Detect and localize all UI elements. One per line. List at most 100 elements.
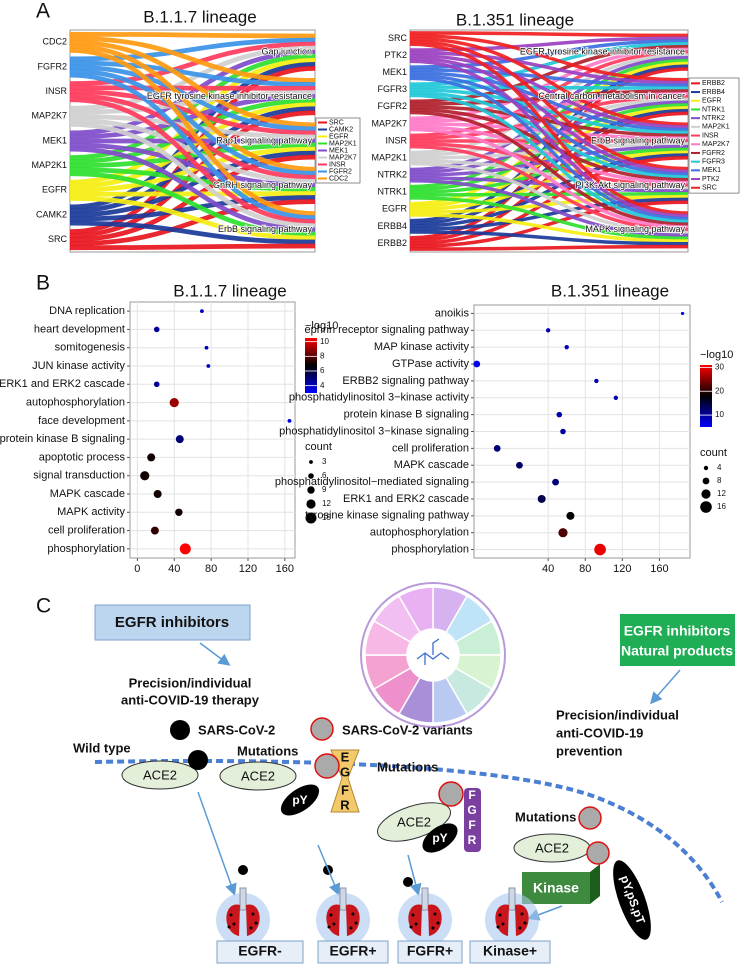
y-tick-label: phosphorylation xyxy=(391,543,469,555)
sankey-link xyxy=(409,47,689,121)
lung-glow xyxy=(216,893,270,947)
ace2-label: ACE2 xyxy=(535,840,569,855)
wheel-rim xyxy=(360,582,506,728)
outcome-box xyxy=(469,940,551,964)
panel-label: C xyxy=(36,595,51,618)
legend-label: MAP2K7 xyxy=(329,154,357,161)
size-legend-dot xyxy=(308,473,314,479)
dot xyxy=(613,395,619,400)
sankey-link xyxy=(409,85,689,90)
legend-label: SRC xyxy=(702,185,717,192)
lung-spot xyxy=(232,922,236,926)
size-legend-label: 8 xyxy=(717,476,722,485)
sankey-link xyxy=(409,159,689,190)
sankey-link xyxy=(409,197,689,231)
dot xyxy=(558,528,568,538)
prevention-text: anti-COVID-19 xyxy=(556,725,643,740)
sankey-link xyxy=(69,90,316,115)
natural-box xyxy=(620,614,735,666)
sankey-title: B.1.1.7 lineage xyxy=(143,7,256,26)
legend-label: PTK2 xyxy=(702,176,720,183)
y-tick-label: MAP kinase activity xyxy=(374,341,470,353)
sankey-link xyxy=(409,213,689,243)
lung-spot xyxy=(351,912,355,916)
size-legend-dot xyxy=(701,489,711,499)
lung-spot xyxy=(227,925,231,929)
legend-label: CDC2 xyxy=(329,175,348,182)
sankey-link xyxy=(69,146,316,193)
lung-lobe xyxy=(346,904,360,936)
sankey-link xyxy=(409,144,689,177)
therapy-text: Precision/individual xyxy=(129,675,252,690)
x-tick-label: 160 xyxy=(276,563,294,575)
wild-type-label: Wild type xyxy=(73,740,131,755)
y-tick-label: cell proliferation xyxy=(392,442,469,454)
sankey-link xyxy=(69,89,316,136)
sankey-link xyxy=(409,192,689,197)
sankey-link xyxy=(409,56,689,174)
phospho-label: pY xyxy=(432,831,447,845)
ace2-label: ACE2 xyxy=(241,768,275,783)
sankey-link xyxy=(409,89,689,106)
receptor-letter: R xyxy=(468,833,477,847)
dot xyxy=(153,381,160,388)
lung-glow xyxy=(485,893,539,947)
lung-spot xyxy=(523,921,527,925)
dot xyxy=(153,326,160,333)
sankey-link xyxy=(409,94,689,140)
outcome-label: EGFR- xyxy=(238,943,282,959)
y-tick-label: cell proliferation xyxy=(48,524,125,536)
y-tick-label: MAPK cascade xyxy=(50,488,125,500)
size-legend-dot xyxy=(307,486,315,494)
ace2-label: ACE2 xyxy=(143,767,177,782)
dot xyxy=(594,378,599,384)
sankey-link xyxy=(409,73,689,176)
arrow xyxy=(650,669,681,705)
legend-label: EGFR xyxy=(702,98,721,105)
sankey-node-label: CAMK2 xyxy=(36,209,67,219)
lung-spot xyxy=(501,922,505,926)
sankey-link xyxy=(409,59,689,218)
y-tick-label: ERK1 and ERK2 cascade xyxy=(0,378,125,390)
ace2-label: ACE2 xyxy=(397,814,431,829)
sankey-node-label: NTRK2 xyxy=(377,170,407,180)
sankey-link xyxy=(409,50,689,138)
lung-spot xyxy=(496,925,500,929)
sankey-link xyxy=(409,90,689,179)
lung-spot xyxy=(354,921,358,925)
sankey-node-label: FGFR2 xyxy=(377,101,407,111)
x-tick-label: 120 xyxy=(613,563,631,575)
dot xyxy=(140,471,150,481)
dot xyxy=(169,397,179,408)
size-legend-label: 15 xyxy=(322,513,331,522)
sankey-link xyxy=(69,195,316,222)
x-tick-label: 120 xyxy=(239,563,257,575)
dot xyxy=(150,526,159,535)
legend-label: FGFR2 xyxy=(329,168,352,175)
outcome-box xyxy=(397,940,463,964)
colorbar-label: 30 xyxy=(715,362,724,371)
sankey-link xyxy=(409,194,689,214)
lung-glow xyxy=(316,893,370,947)
sankey-node-label: INSR xyxy=(45,86,67,96)
colorbar-title: −log10 xyxy=(700,349,733,361)
size-legend-dot xyxy=(700,501,712,513)
sankey-link xyxy=(69,199,316,247)
sankey-link xyxy=(69,196,316,241)
y-tick-label: MAPK cascade xyxy=(394,459,469,471)
dot xyxy=(153,490,162,498)
sankey-pathway-label: Central carbon metabolism in cancer xyxy=(538,91,685,101)
trachea xyxy=(239,887,247,911)
legend-label: ERBB2 xyxy=(702,80,725,87)
sankey-link xyxy=(409,110,689,226)
size-legend-label: 4 xyxy=(717,463,722,472)
ace2 xyxy=(219,761,297,791)
x-tick-label: 40 xyxy=(542,563,554,575)
kinase-box xyxy=(522,872,590,904)
y-tick-label: GTPase activity xyxy=(392,358,470,370)
sankey-link xyxy=(409,33,689,82)
dot xyxy=(175,435,184,444)
diagram: EGFR inhibitors Precision/individual ant… xyxy=(73,582,735,964)
sankey-node-label: INSR xyxy=(385,135,407,145)
legend-label: ERBB4 xyxy=(702,89,725,96)
